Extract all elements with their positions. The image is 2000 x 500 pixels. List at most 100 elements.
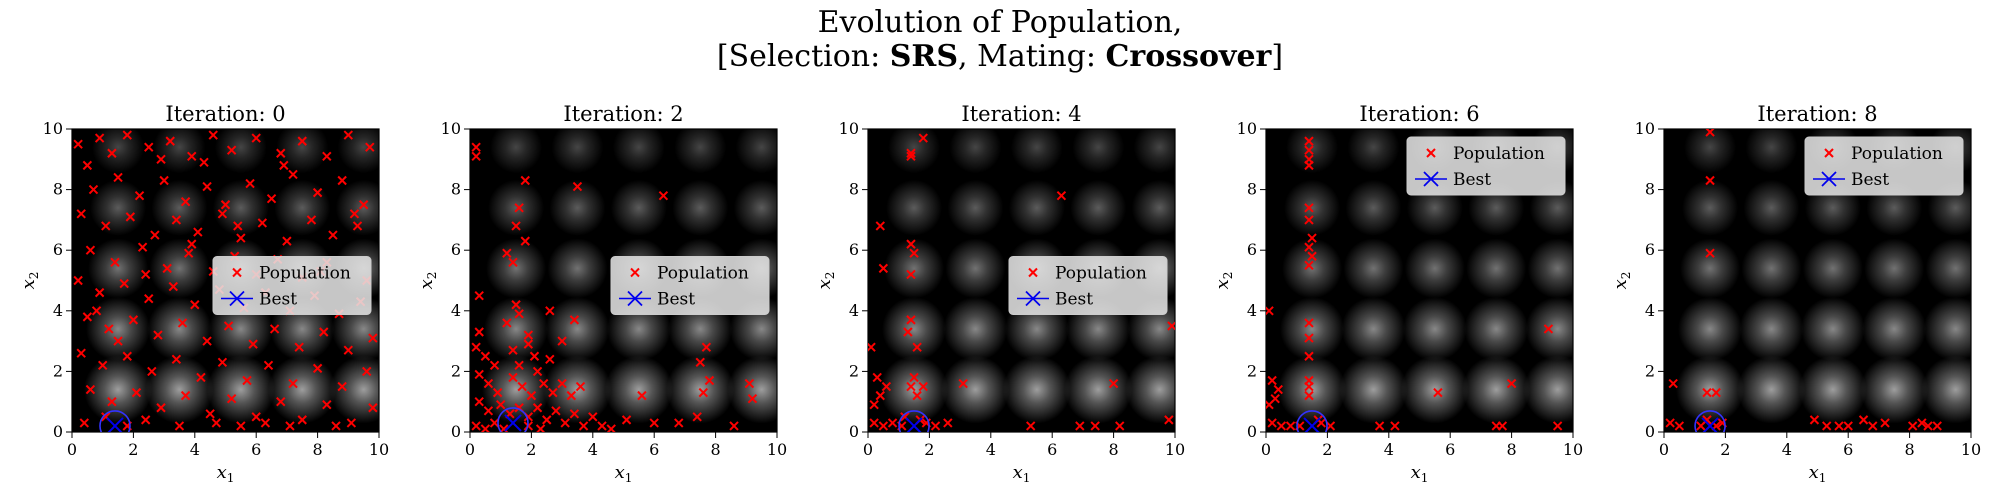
y-tick-label: 2 xyxy=(1645,361,1655,380)
population-point xyxy=(1075,421,1085,431)
legend-best-marker xyxy=(627,290,643,307)
population-point xyxy=(208,130,218,140)
population-point xyxy=(1304,333,1314,343)
population-point xyxy=(1702,387,1712,398)
best-point xyxy=(504,414,522,432)
population-point xyxy=(233,221,243,231)
population-point xyxy=(1273,384,1283,395)
population-point xyxy=(217,357,228,368)
population-point xyxy=(1374,421,1385,431)
legend-best-label: Best xyxy=(1851,170,1889,190)
population-point xyxy=(174,421,185,431)
population-point xyxy=(285,421,295,431)
legend-population-label: Population xyxy=(1851,144,1943,164)
y-tick-label: 2 xyxy=(1247,361,1257,380)
population-point xyxy=(312,363,323,374)
population-point xyxy=(729,421,739,431)
population-point xyxy=(875,221,885,231)
population-point xyxy=(492,387,503,398)
population-point xyxy=(483,378,494,389)
population-point xyxy=(508,345,518,355)
legend-best-label: Best xyxy=(657,290,695,310)
population-point xyxy=(474,369,484,380)
population-point xyxy=(483,406,494,416)
population-point xyxy=(368,403,378,413)
population-point xyxy=(322,400,332,410)
x-tick-label: 0 xyxy=(863,440,873,459)
population-point xyxy=(73,139,83,149)
population-point xyxy=(226,393,237,404)
population-point xyxy=(1932,421,1942,431)
subplot-title: Iteration: 4 xyxy=(961,102,1081,126)
population-point xyxy=(279,160,289,171)
population-point xyxy=(1266,306,1274,316)
population-point xyxy=(869,418,879,428)
population-point xyxy=(523,339,534,349)
population-point xyxy=(205,409,215,419)
population-point xyxy=(1090,421,1100,431)
y-tick-label: 4 xyxy=(53,301,63,320)
x-axis-label: x1 xyxy=(217,462,235,485)
legend-population-label: Population xyxy=(1453,144,1545,164)
population-point xyxy=(226,145,237,155)
y-tick-label: 8 xyxy=(451,180,461,199)
population-point xyxy=(73,275,83,286)
population-point xyxy=(76,348,86,358)
population-point xyxy=(76,209,86,219)
figure-title-line-2: [Selection: SRS, Mating: Crossover] xyxy=(0,38,2000,76)
population-point xyxy=(223,321,234,331)
x-tick-label: 6 xyxy=(649,440,659,459)
axes-frame xyxy=(71,128,380,433)
population-point xyxy=(153,330,163,340)
population-point xyxy=(368,333,378,343)
population-point xyxy=(1822,421,1832,431)
population-point xyxy=(909,372,919,383)
population-point xyxy=(288,169,298,180)
population-point xyxy=(523,330,534,340)
population-point xyxy=(337,175,347,186)
population-point xyxy=(306,215,317,225)
population-point xyxy=(511,300,521,310)
population-point xyxy=(520,236,530,246)
population-point xyxy=(695,357,705,368)
population-point xyxy=(346,418,357,428)
axes-frame xyxy=(1265,128,1574,433)
x-tick-label: 2 xyxy=(924,440,934,459)
best-ring xyxy=(1694,410,1726,432)
population-point xyxy=(545,354,555,364)
population-point xyxy=(545,306,555,316)
y-tick-label: 6 xyxy=(53,240,63,259)
population-point xyxy=(872,372,882,383)
y-tick-label: 4 xyxy=(849,301,859,320)
legend: Population Best xyxy=(1406,136,1566,196)
x-tick-label: 6 xyxy=(251,440,261,459)
population-point xyxy=(1026,421,1036,431)
y-tick-label: 0 xyxy=(53,422,63,441)
legend: Population Best xyxy=(212,256,372,315)
legend-best-label: Best xyxy=(1453,170,1491,190)
y-tick-label: 0 xyxy=(1247,422,1257,441)
population-point xyxy=(1868,421,1878,431)
population-point xyxy=(532,366,543,377)
population-point xyxy=(220,200,231,210)
population-point xyxy=(1858,415,1869,425)
population-point xyxy=(1809,415,1820,425)
population-point xyxy=(474,396,484,407)
population-point xyxy=(1834,421,1844,431)
population-point xyxy=(1304,390,1314,401)
population-point xyxy=(560,418,570,428)
legend-best-marker xyxy=(1025,290,1041,307)
x-tick-label: 4 xyxy=(1384,440,1394,459)
legend-best-label: Best xyxy=(259,290,297,310)
population-point xyxy=(1923,421,1933,431)
population-point xyxy=(140,269,151,280)
population-point xyxy=(517,381,527,392)
population-point xyxy=(878,421,889,431)
legend-box xyxy=(1804,136,1964,196)
legend-box xyxy=(1406,136,1566,196)
population-point xyxy=(909,248,919,258)
population-point xyxy=(1304,381,1314,392)
y-tick-label: 10 xyxy=(441,119,461,138)
best-ring xyxy=(497,407,529,432)
population-point xyxy=(1907,421,1918,431)
